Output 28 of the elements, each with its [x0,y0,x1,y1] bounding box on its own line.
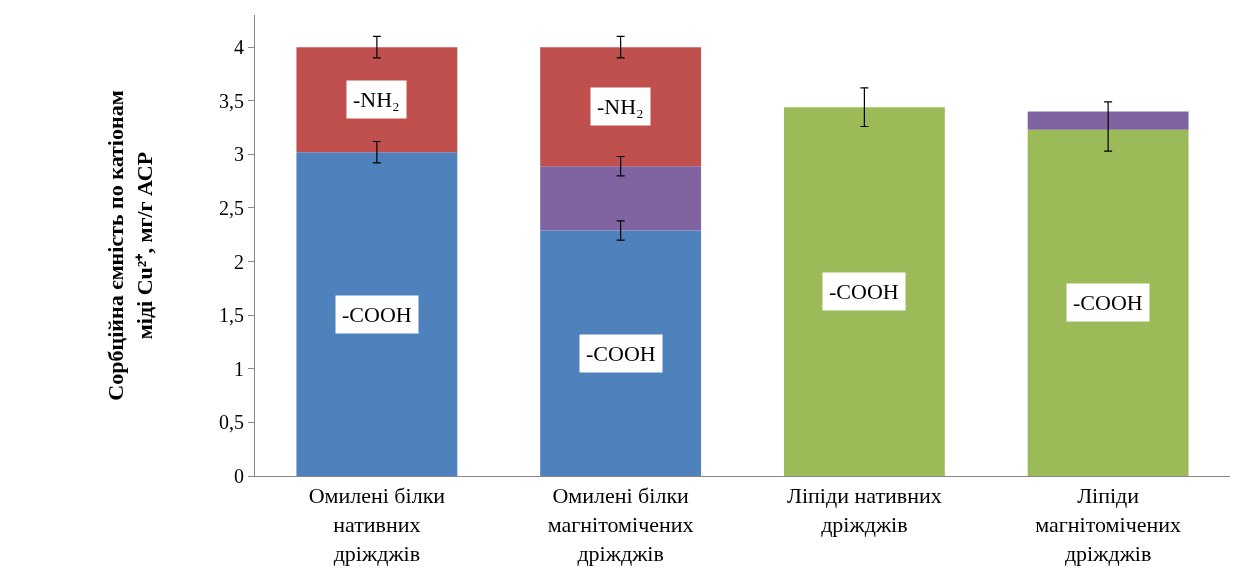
bar [783,107,945,476]
bar [540,230,702,476]
x-tick-label: Омилені білки магнітомічених дріжджів [547,483,694,566]
text: -COOH [342,302,412,327]
y-tick-label: 2,5 [219,196,244,219]
y-tick-label: 0 [234,465,244,487]
y-tick-label: 2 [234,250,244,273]
y-axis-title: Сорбційна ємність по катіонам міді Cu²⁺, мг/г АСР [103,90,157,401]
text: -COOH [1073,290,1143,315]
bar [296,152,458,476]
x-tick-label: Ліпіди нативних дріжджів [787,483,942,537]
text: -NH₂ [597,94,644,119]
series-label: -NH₂ [353,87,400,112]
series-label: -COOH [829,279,899,304]
y-tick-label: 4 [234,36,244,59]
y-tick-label: 0,5 [219,411,244,434]
bar [296,47,458,153]
bar [1027,111,1189,130]
bar [1027,129,1189,476]
text: -COOH [586,341,656,366]
y-tick-label: 3 [234,143,244,166]
bar [540,47,702,167]
y-tick-label: 1,5 [219,304,244,327]
x-tick-label: Ліпіди магнітомічених дріжджів [1035,483,1182,566]
x-tick-label: Омилені білки нативних дріжджів [308,483,446,566]
y-tick-label: 3,5 [219,89,244,112]
y-tick-label: 1 [234,357,244,380]
bar [540,166,702,231]
